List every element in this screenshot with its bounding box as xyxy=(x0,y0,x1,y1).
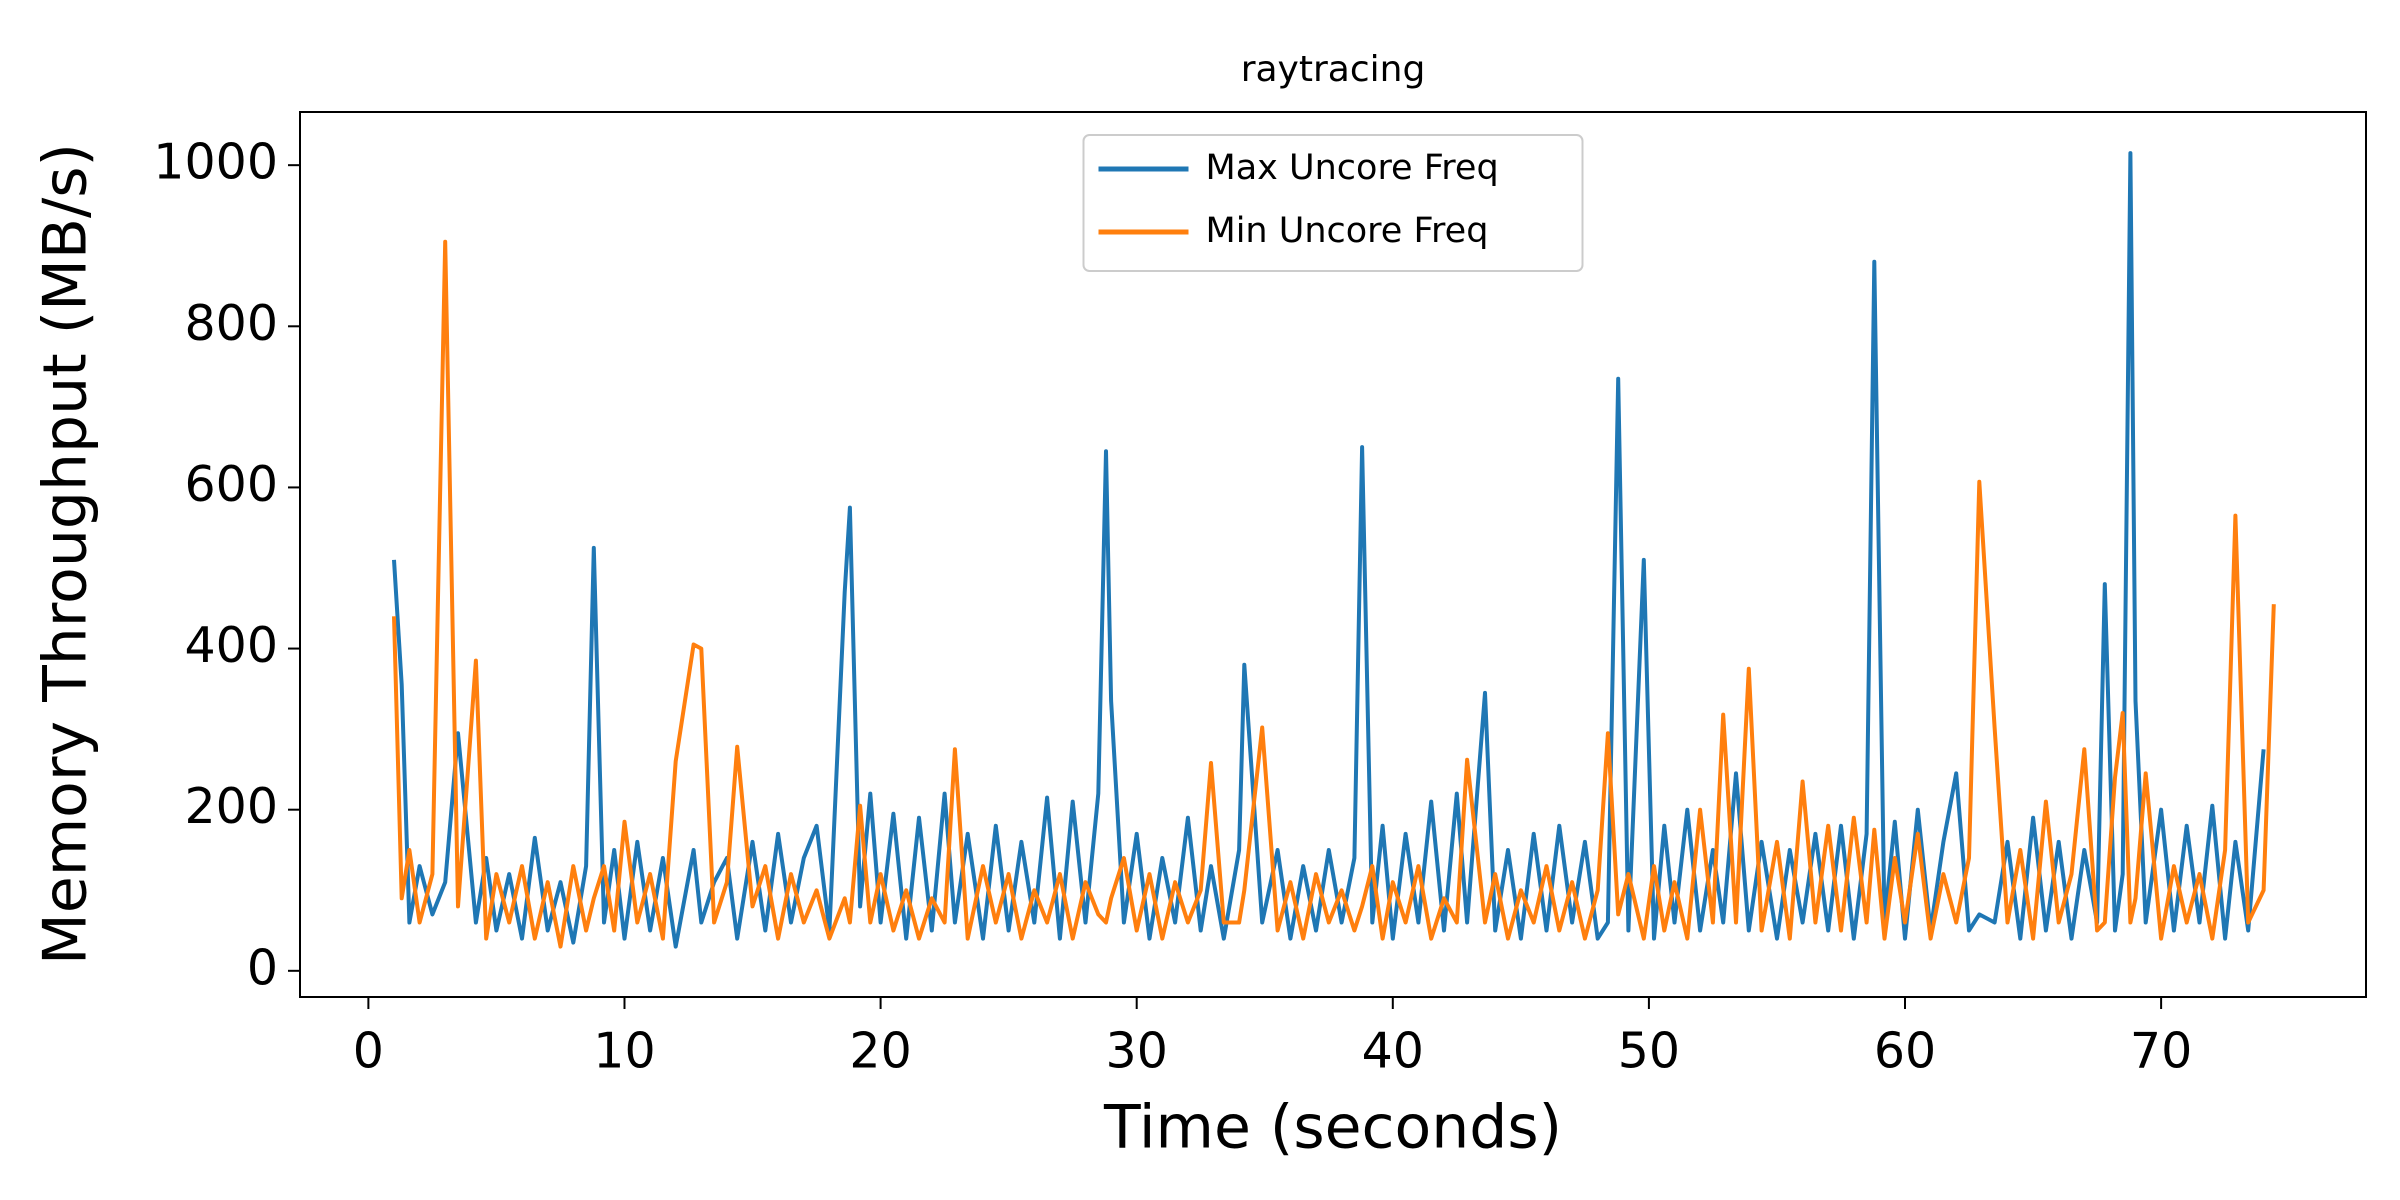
y-tick-label: 400 xyxy=(184,617,278,674)
x-tick-label: 30 xyxy=(1106,1023,1168,1080)
legend-label: Max Uncore Freq xyxy=(1206,148,1499,188)
data-line xyxy=(392,239,2276,949)
x-tick-label: 0 xyxy=(353,1023,384,1080)
y-tick-label: 200 xyxy=(184,778,278,835)
x-axis-label: Time (seconds) xyxy=(1103,1093,1562,1163)
y-tick-label: 800 xyxy=(184,295,278,352)
x-tick-label: 50 xyxy=(1618,1023,1680,1080)
legend-label: Min Uncore Freq xyxy=(1206,211,1489,251)
x-tick-label: 20 xyxy=(849,1023,911,1080)
x-tick-label: 40 xyxy=(1362,1023,1424,1080)
x-tick-label: 70 xyxy=(2130,1023,2192,1080)
data-line xyxy=(392,151,2266,949)
plot-frame xyxy=(299,111,2367,998)
legend-box xyxy=(1082,134,1584,272)
y-axis-label: Memory Throughput (MB/s) xyxy=(31,143,101,965)
x-tick-label: 10 xyxy=(593,1023,655,1080)
y-tick-label: 600 xyxy=(184,456,278,513)
chart-title: raytracing xyxy=(1241,49,1426,90)
y-tick-label: 1000 xyxy=(153,134,278,191)
x-tick-label: 60 xyxy=(1874,1023,1936,1080)
y-tick-label: 0 xyxy=(247,939,278,996)
